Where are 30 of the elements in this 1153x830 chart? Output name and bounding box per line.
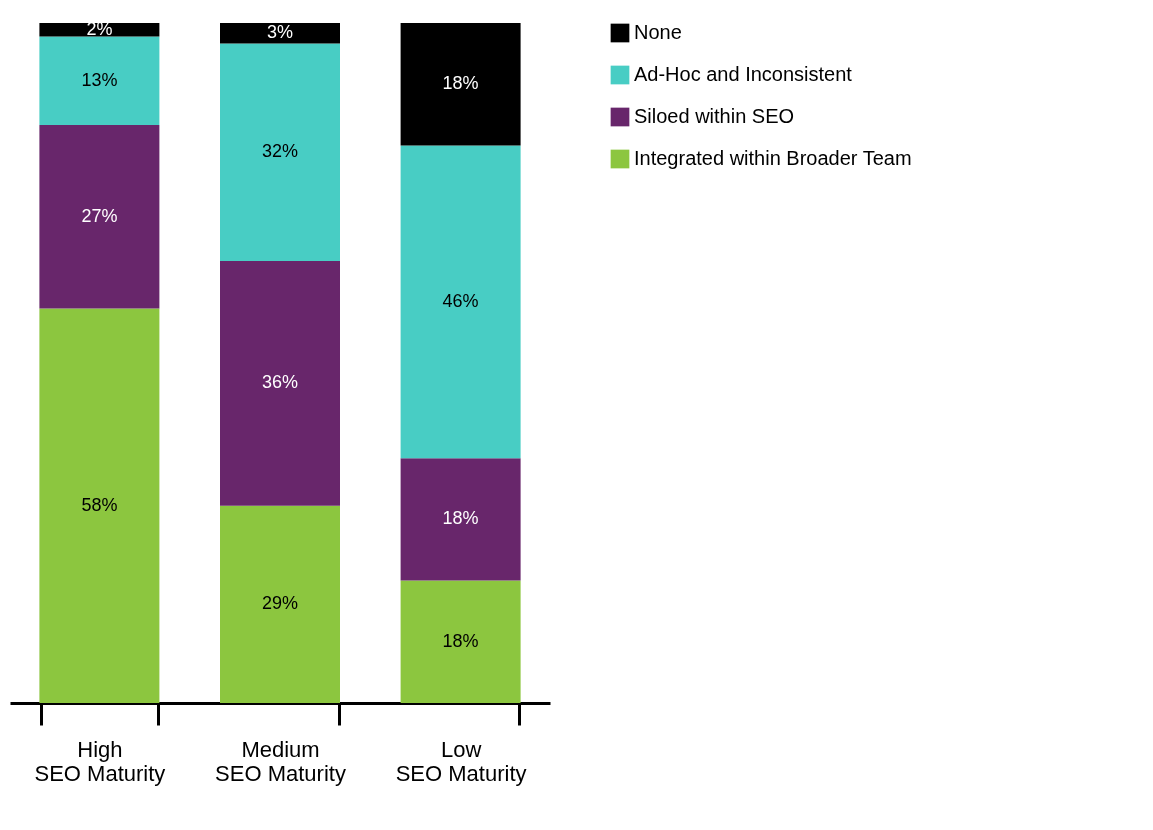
data-label: 18% xyxy=(442,73,479,94)
data-label: 13% xyxy=(81,69,118,90)
bar xyxy=(220,261,340,506)
bar xyxy=(39,36,160,125)
legend-label: Integrated within Broader Team xyxy=(634,147,912,169)
bar xyxy=(400,580,521,703)
legend-label: Siloed within SEO xyxy=(634,105,795,127)
data-label: 46% xyxy=(442,290,479,311)
legend-label: Ad-Hoc and Inconsistent xyxy=(634,63,853,85)
bar xyxy=(220,23,340,44)
data-label: 18% xyxy=(442,630,479,651)
bar xyxy=(400,23,521,146)
bar xyxy=(39,125,160,309)
data-label: 29% xyxy=(261,593,299,614)
legend-label: None xyxy=(634,21,682,43)
bar xyxy=(400,145,521,459)
bar xyxy=(400,458,521,581)
data-label: 32% xyxy=(261,141,299,162)
bar xyxy=(220,43,340,261)
data-label: 36% xyxy=(261,372,299,393)
bar xyxy=(39,23,160,37)
data-label: 27% xyxy=(81,205,118,226)
data-label: 58% xyxy=(81,494,118,515)
data-label: 18% xyxy=(442,508,479,529)
data-label: 3% xyxy=(266,22,294,43)
bar xyxy=(220,505,340,703)
bar xyxy=(39,308,160,703)
x-tick-label: Medium SEO Maturity xyxy=(215,736,346,786)
x-tick-label: Low SEO Maturity xyxy=(395,736,527,786)
x-tick-label: High SEO Maturity xyxy=(34,736,166,786)
